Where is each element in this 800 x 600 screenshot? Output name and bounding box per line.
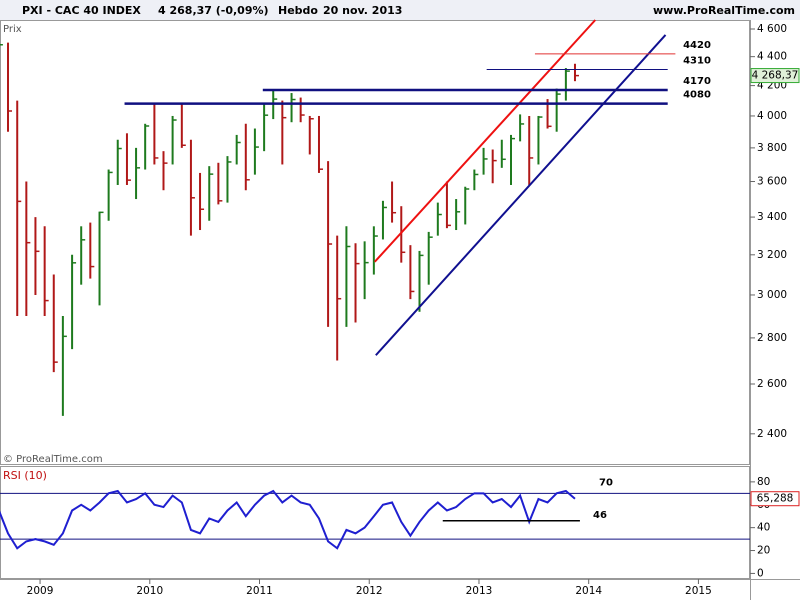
trend-line: [375, 34, 667, 356]
last-value-box: [750, 68, 800, 84]
band-label: 70: [599, 477, 613, 488]
quote: 4 268,37 (-0,09%): [158, 4, 269, 17]
y-tick-label: 3 200: [757, 249, 787, 261]
x-tick-label: 2014: [575, 585, 602, 597]
y-tick-label: 4 000: [757, 110, 787, 122]
y-tick-label: 4 600: [757, 23, 787, 35]
y-tick-label: 40: [757, 522, 770, 534]
y-tick-label: 4 400: [757, 51, 787, 63]
y-tick-label: 3 800: [757, 142, 787, 154]
credit: © ProRealTime.com: [3, 454, 103, 465]
x-tick-label: 2011: [246, 585, 273, 597]
y-tick-label: 3 600: [757, 176, 787, 188]
y-tick-label: 3 400: [757, 211, 787, 223]
level-label: 46: [593, 510, 607, 521]
last-value-label: 65,288: [757, 493, 794, 505]
level-label: 4310: [683, 56, 711, 67]
y-tick-label: 2 800: [757, 332, 787, 344]
rsi-line: [0, 489, 576, 550]
x-tick-label: 2010: [136, 585, 163, 597]
y-tick-label: 20: [757, 545, 770, 557]
period: Hebdo: [278, 4, 318, 17]
last-value-box: [750, 491, 800, 507]
y-tick-label: 2 600: [757, 378, 787, 390]
y-tick-label: 80: [757, 476, 770, 488]
x-tick-label: 2015: [685, 585, 712, 597]
date: 20 nov. 2013: [323, 4, 402, 17]
x-tick-label: 2009: [27, 585, 54, 597]
trend-line: [373, 19, 597, 263]
last-value-label: 4 268,37: [752, 70, 799, 82]
site: www.ProRealTime.com: [653, 4, 795, 17]
y-tick-label: 3 000: [757, 289, 787, 301]
x-tick-label: 2012: [356, 585, 383, 597]
level-label: 4080: [683, 90, 711, 101]
y-tick-label: 0: [757, 567, 764, 579]
symbol: PXI - CAC 40 INDEX: [22, 4, 141, 17]
price-frame: [0, 20, 750, 465]
level-label: 4420: [683, 40, 711, 51]
y-tick-label: 2 400: [757, 428, 787, 440]
x-tick-label: 2013: [466, 585, 493, 597]
level-label: 4170: [683, 76, 711, 87]
header-bar: [0, 0, 800, 20]
rsi-frame: [0, 466, 750, 579]
panel-label: Prix: [3, 24, 22, 35]
rsi-label: RSI (10): [3, 469, 47, 482]
